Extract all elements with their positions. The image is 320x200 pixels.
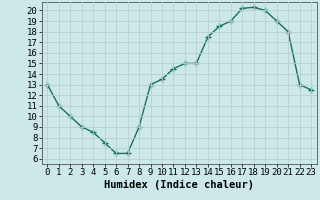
X-axis label: Humidex (Indice chaleur): Humidex (Indice chaleur) — [104, 180, 254, 190]
